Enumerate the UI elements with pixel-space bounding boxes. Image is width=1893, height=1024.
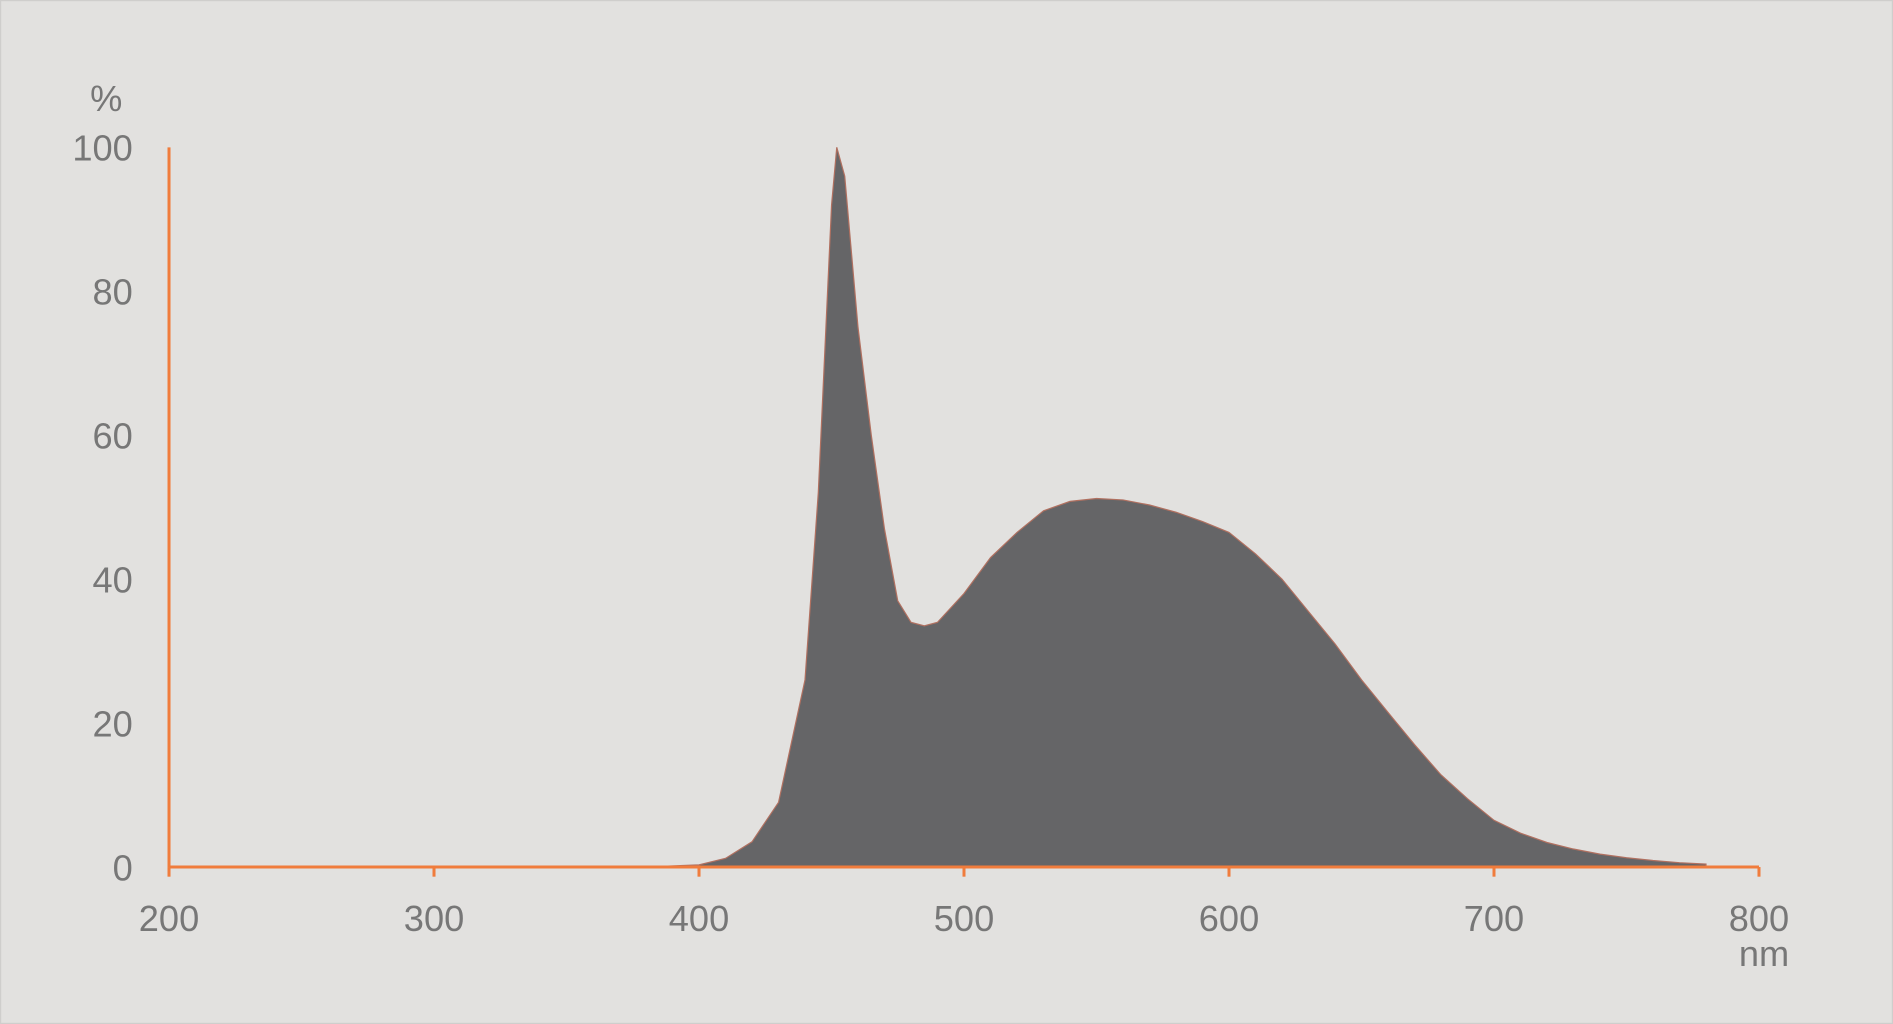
y-tick-label: 80: [93, 272, 133, 313]
y-axis-label: %: [90, 78, 122, 119]
x-tick-label: 400: [669, 898, 729, 939]
x-tick-label: 600: [1199, 898, 1259, 939]
y-ticks: 0 20 40 60 80 100: [72, 128, 132, 889]
x-tick-label: 200: [139, 898, 199, 939]
y-tick-label: 20: [93, 703, 133, 744]
y-tick-label: 40: [93, 559, 133, 600]
x-axis-label: nm: [1739, 933, 1789, 974]
x-tick-label: 800: [1729, 898, 1789, 939]
y-tick-label: 0: [113, 847, 133, 888]
spectrum-area: [645, 147, 1707, 868]
x-ticks: 200 300 400 500 600 700 800: [139, 867, 1789, 939]
x-tick-label: 500: [934, 898, 994, 939]
x-tick-label: 300: [404, 898, 464, 939]
y-tick-label: 60: [93, 415, 133, 456]
y-tick-label: 100: [72, 128, 132, 169]
x-tick-label: 700: [1464, 898, 1524, 939]
